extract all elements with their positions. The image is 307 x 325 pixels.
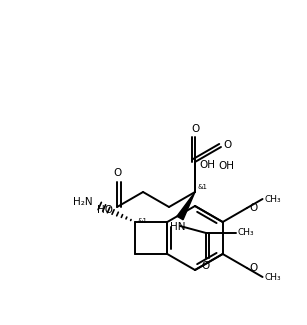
- Text: O: O: [202, 262, 210, 271]
- Text: OH: OH: [218, 161, 234, 171]
- Text: O: O: [249, 203, 257, 213]
- Text: O: O: [113, 168, 121, 178]
- Text: CH₃: CH₃: [238, 228, 255, 238]
- Text: CH₃: CH₃: [265, 194, 281, 203]
- Text: O: O: [223, 140, 231, 150]
- Text: &1: &1: [137, 218, 147, 224]
- Text: O: O: [249, 263, 257, 273]
- Text: OH: OH: [199, 160, 215, 170]
- Text: CH₃: CH₃: [265, 272, 281, 281]
- Text: HO: HO: [97, 205, 113, 215]
- Text: HN: HN: [170, 222, 186, 232]
- Text: H₂N: H₂N: [73, 197, 92, 207]
- Text: &1: &1: [197, 184, 207, 190]
- Polygon shape: [177, 192, 195, 220]
- Text: O: O: [191, 124, 199, 134]
